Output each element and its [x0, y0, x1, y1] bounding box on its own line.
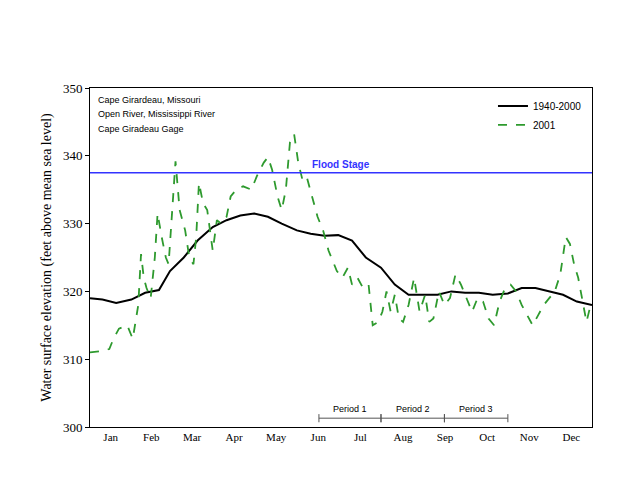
svg-text:300: 300 [63, 420, 83, 435]
svg-text:Nov: Nov [520, 431, 539, 443]
svg-text:Flood Stage: Flood Stage [312, 159, 370, 170]
svg-text:Water surface elevation (feet: Water surface elevation (feet above mean… [39, 113, 55, 402]
svg-text:Period 3: Period 3 [459, 404, 493, 414]
svg-text:330: 330 [63, 216, 83, 231]
svg-text:Period 2: Period 2 [396, 404, 430, 414]
svg-text:Jan: Jan [103, 431, 118, 443]
svg-text:1940-2000: 1940-2000 [533, 101, 581, 112]
svg-text:Cape Giradeau Gage: Cape Giradeau Gage [98, 124, 184, 134]
svg-text:Open River, Mississippi River: Open River, Mississippi River [98, 109, 215, 119]
svg-text:340: 340 [63, 148, 83, 163]
svg-text:350: 350 [63, 81, 83, 96]
svg-text:Jul: Jul [354, 431, 367, 443]
svg-text:Aug: Aug [394, 431, 413, 443]
svg-text:Sep: Sep [437, 431, 454, 443]
svg-text:310: 310 [63, 352, 83, 367]
svg-text:Period 1: Period 1 [333, 404, 367, 414]
svg-text:Dec: Dec [562, 431, 580, 443]
svg-text:Cape Girardeau, Missouri: Cape Girardeau, Missouri [98, 95, 201, 105]
svg-text:Feb: Feb [143, 431, 160, 443]
svg-text:Apr: Apr [226, 431, 243, 443]
svg-text:May: May [266, 431, 287, 443]
svg-text:2001: 2001 [533, 120, 556, 131]
svg-text:Jun: Jun [311, 431, 327, 443]
svg-text:Oct: Oct [479, 431, 495, 443]
svg-text:Mar: Mar [183, 431, 202, 443]
svg-text:320: 320 [63, 284, 83, 299]
